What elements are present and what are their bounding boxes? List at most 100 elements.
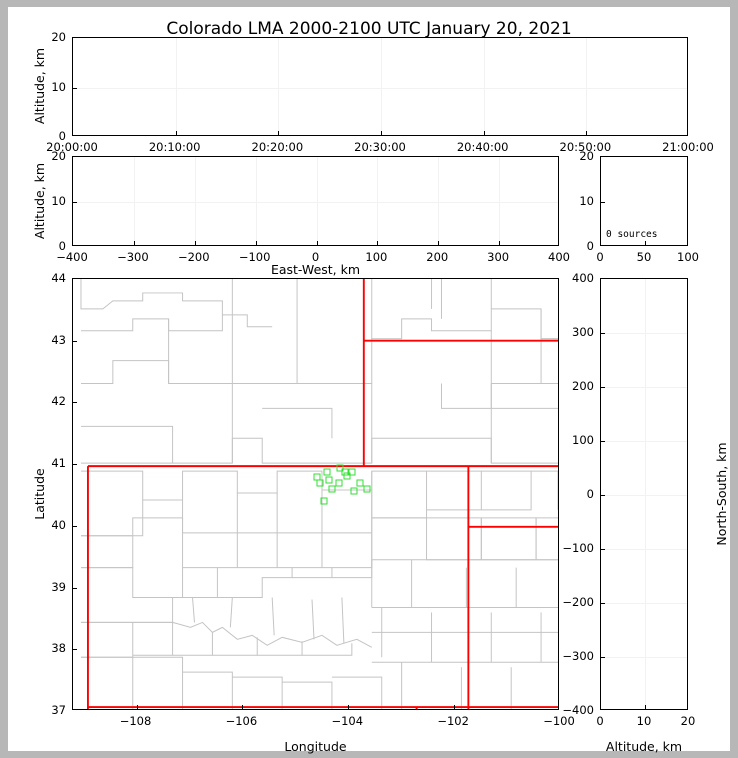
eastwest-height-panel[interactable] <box>72 156 559 246</box>
data-point-marker[interactable] <box>313 473 320 481</box>
gridline-horizontal <box>73 87 687 89</box>
time-height-panel[interactable] <box>72 37 688 136</box>
x-tick-label: 20:50:00 <box>559 140 612 154</box>
x-tick-label: 300 <box>487 250 510 264</box>
gridline-horizontal <box>601 657 687 658</box>
data-point-marker[interactable] <box>348 468 356 476</box>
data-point-marker[interactable] <box>325 476 333 484</box>
gridline-horizontal <box>601 333 687 334</box>
x-tick-mark <box>194 241 196 245</box>
x-tick-mark <box>645 705 646 709</box>
x-tick-label: 20:30:00 <box>354 140 406 154</box>
x-tick-label: 100 <box>677 250 699 264</box>
y-tick-label: 0 <box>58 129 66 143</box>
x-tick-label: −300 <box>117 250 149 264</box>
y-tick-label: 10 <box>51 79 66 94</box>
data-point-marker[interactable] <box>335 479 343 487</box>
x-tick-mark <box>175 131 177 135</box>
y-tick-label: −300 <box>562 649 594 663</box>
gridline-vertical <box>255 157 257 245</box>
y-tick-label: 40 <box>51 517 66 532</box>
data-point-marker[interactable] <box>316 479 324 487</box>
y-tick-label: 0 <box>586 239 594 253</box>
data-point-marker[interactable] <box>350 487 358 495</box>
gridline-vertical <box>499 157 501 245</box>
y-tick-label: 0 <box>586 487 594 501</box>
x-tick-label: −200 <box>177 250 210 264</box>
y-tick-mark <box>73 340 77 342</box>
x-tick-label: 200 <box>426 250 449 264</box>
gridline-vertical <box>278 38 280 135</box>
y-tick-mark <box>73 402 77 404</box>
gridline-vertical <box>133 157 135 245</box>
gridline-horizontal <box>73 202 558 203</box>
x-tick-mark <box>586 131 588 135</box>
gridline-horizontal <box>601 549 687 550</box>
y-tick-label: 20 <box>51 30 66 44</box>
x-tick-label: −104 <box>331 714 364 728</box>
y-tick-label: 20 <box>579 149 594 163</box>
x-tick-label: −400 <box>56 250 88 264</box>
x-tick-label: 20 <box>680 714 696 728</box>
y-tick-label: 44 <box>51 271 66 285</box>
y-tick-label: −400 <box>562 703 594 717</box>
y-tick-mark <box>73 587 77 589</box>
y-tick-label: 400 <box>572 271 594 285</box>
x-tick-label: −106 <box>225 714 258 728</box>
data-point-marker[interactable] <box>320 497 328 505</box>
x-tick-mark <box>316 241 318 245</box>
x-tick-mark <box>348 705 350 709</box>
x-tick-label: 0 <box>596 250 604 264</box>
y-tick-mark <box>601 441 605 442</box>
y-tick-label: 100 <box>572 433 594 447</box>
x-tick-mark <box>133 241 135 245</box>
figure-title: Colorado LMA 2000-2100 UTC January 20, 2… <box>166 19 572 39</box>
data-point-marker[interactable] <box>328 485 336 493</box>
gridline-vertical <box>377 157 379 245</box>
data-point-marker[interactable] <box>343 472 351 480</box>
axis-label-x: Altitude, km <box>605 739 683 754</box>
x-tick-label: 50 <box>636 250 652 264</box>
x-tick-label: 20:20:00 <box>251 140 304 154</box>
x-tick-label: −100 <box>238 250 271 264</box>
map-geography-layer <box>73 279 558 709</box>
y-tick-label: 10 <box>51 194 66 208</box>
y-tick-mark <box>73 649 77 651</box>
height-northsouth-panel[interactable] <box>600 278 688 710</box>
axis-label-y: Altitude, km <box>32 47 47 125</box>
y-tick-mark <box>601 657 605 658</box>
data-point-marker[interactable] <box>356 479 364 487</box>
axis-label-y: North-South, km <box>714 442 729 546</box>
data-point-marker[interactable] <box>363 485 371 493</box>
source-count-label: 0 sources <box>606 229 658 240</box>
y-tick-label: 37 <box>51 703 66 717</box>
x-tick-label: −100 <box>543 714 575 728</box>
x-tick-mark <box>499 241 501 245</box>
y-tick-mark <box>73 202 77 203</box>
altitude-histogram-panel[interactable] <box>600 156 688 246</box>
data-point-marker[interactable] <box>323 468 331 476</box>
gridline-vertical <box>438 157 440 245</box>
map-boundaries-svg <box>80 279 558 709</box>
x-tick-label: 10 <box>636 714 652 728</box>
y-tick-mark <box>601 387 605 388</box>
y-tick-label: 38 <box>51 641 66 656</box>
y-tick-mark <box>601 202 605 203</box>
x-tick-label: 0 <box>596 714 604 728</box>
y-tick-label: 10 <box>579 194 594 208</box>
x-tick-mark <box>255 241 257 245</box>
data-point-marker[interactable] <box>341 468 349 476</box>
x-tick-label: 20:00:00 <box>46 140 98 154</box>
y-tick-mark <box>73 464 77 466</box>
gridline-horizontal <box>601 603 687 604</box>
x-tick-label: 400 <box>548 250 570 264</box>
state-boundaries <box>86 279 558 709</box>
gridline-horizontal <box>601 387 687 388</box>
x-tick-label: 20:40:00 <box>456 140 509 154</box>
plan-view-map-panel[interactable] <box>72 278 559 710</box>
gridline-vertical <box>316 157 318 245</box>
y-tick-label: 43 <box>51 332 66 347</box>
y-tick-label: 200 <box>572 379 594 393</box>
y-tick-label: 39 <box>51 579 66 594</box>
y-tick-label: −100 <box>562 541 594 555</box>
